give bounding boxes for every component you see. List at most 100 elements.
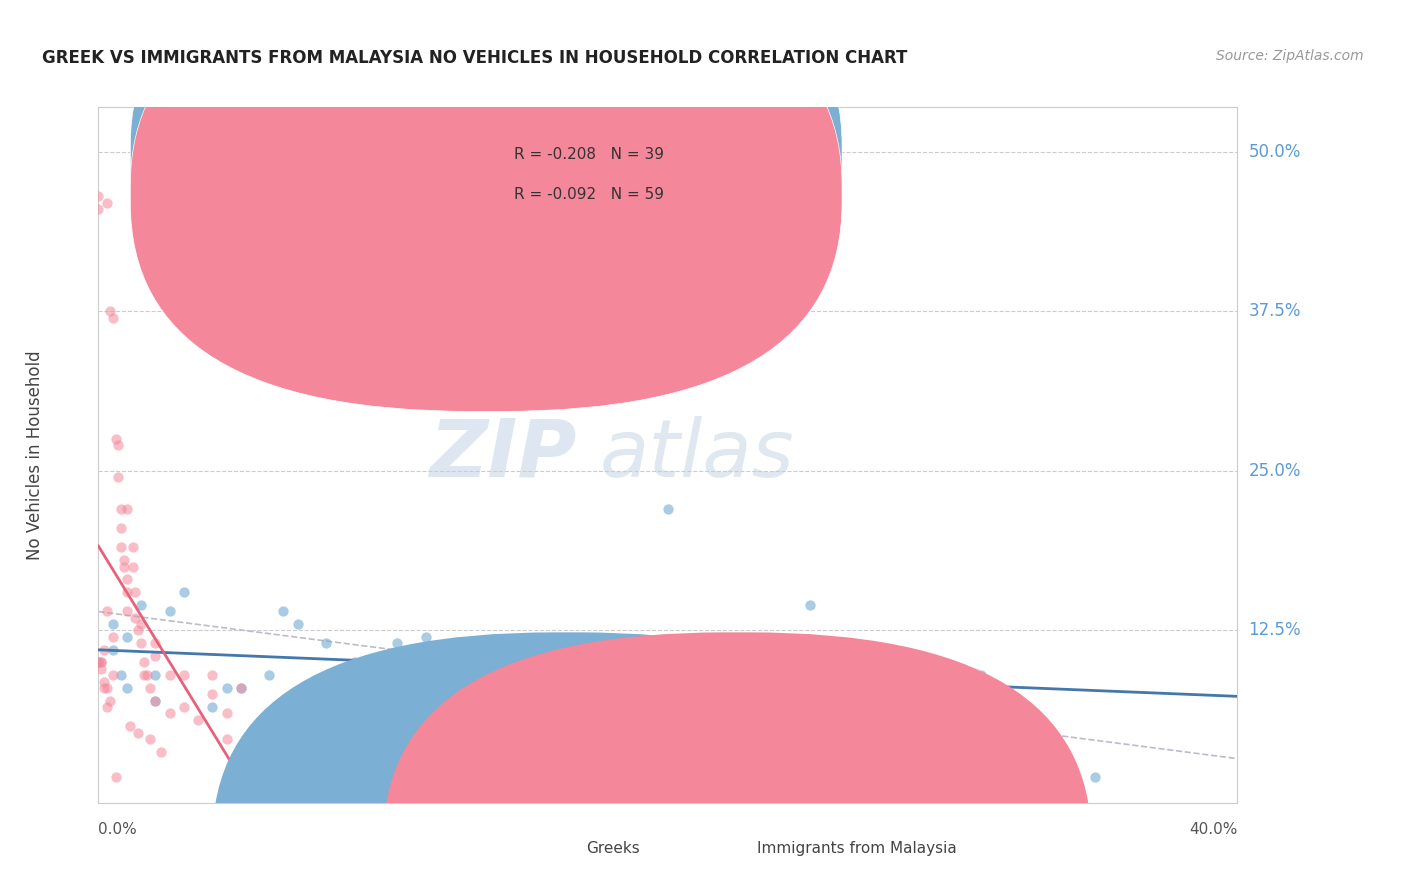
Point <box>150 745 173 759</box>
Point <box>127 624 149 638</box>
Point <box>145 694 167 708</box>
Point <box>201 687 224 701</box>
Point <box>135 668 157 682</box>
Point <box>373 681 395 695</box>
Point <box>96 604 118 618</box>
Point <box>138 731 160 746</box>
FancyBboxPatch shape <box>131 0 842 372</box>
Point <box>315 636 337 650</box>
Point <box>115 630 138 644</box>
Point <box>585 719 607 733</box>
FancyBboxPatch shape <box>384 632 1091 892</box>
Point <box>107 470 129 484</box>
Text: atlas: atlas <box>599 416 794 494</box>
Point <box>110 502 132 516</box>
Point <box>429 668 451 682</box>
Point <box>401 681 423 695</box>
Point <box>118 719 141 733</box>
Point <box>132 668 155 682</box>
Point <box>173 668 195 682</box>
Point <box>259 668 281 682</box>
Text: Greeks: Greeks <box>586 840 640 855</box>
Point <box>101 630 124 644</box>
Point <box>343 656 366 670</box>
Point <box>115 573 138 587</box>
Point <box>112 559 135 574</box>
Point <box>714 674 737 689</box>
Point <box>799 598 821 612</box>
Text: 0.0%: 0.0% <box>98 822 138 837</box>
Point <box>129 636 152 650</box>
Point <box>600 731 623 746</box>
FancyBboxPatch shape <box>131 0 842 411</box>
Point <box>127 725 149 739</box>
Point <box>159 604 181 618</box>
Text: R = -0.092   N = 59: R = -0.092 N = 59 <box>515 186 664 202</box>
Point <box>215 706 238 721</box>
Point <box>121 559 143 574</box>
Point <box>129 617 152 632</box>
Point <box>215 681 238 695</box>
Point <box>457 656 479 670</box>
Point <box>415 630 437 644</box>
Text: No Vehicles in Household: No Vehicles in Household <box>27 350 44 560</box>
Point <box>93 674 115 689</box>
Point <box>93 642 115 657</box>
Point <box>132 656 155 670</box>
Point <box>229 681 252 695</box>
Point <box>357 674 380 689</box>
Point <box>101 617 124 632</box>
Point <box>145 648 167 663</box>
Point <box>173 585 195 599</box>
Point <box>159 706 181 721</box>
Point <box>101 642 124 657</box>
Point <box>145 694 167 708</box>
Point <box>215 731 238 746</box>
Point <box>1084 770 1107 784</box>
FancyBboxPatch shape <box>440 121 804 232</box>
Point <box>714 636 737 650</box>
Point <box>657 502 679 516</box>
Point <box>90 662 112 676</box>
Point <box>201 700 224 714</box>
Point <box>173 700 195 714</box>
Point <box>87 656 110 670</box>
Point <box>98 304 121 318</box>
Point <box>104 770 127 784</box>
Text: ZIP: ZIP <box>429 416 576 494</box>
Point <box>87 656 110 670</box>
Point <box>115 502 138 516</box>
Point <box>121 541 143 555</box>
Point <box>87 202 110 216</box>
Text: 37.5%: 37.5% <box>1249 302 1301 320</box>
Point <box>159 668 181 682</box>
Point <box>970 668 993 682</box>
Point <box>96 195 118 210</box>
Point <box>387 636 409 650</box>
Point <box>87 189 110 203</box>
Point <box>129 598 152 612</box>
Point <box>515 656 537 670</box>
Point <box>101 310 124 325</box>
Point <box>187 713 209 727</box>
Point <box>110 541 132 555</box>
Point <box>107 438 129 452</box>
Point <box>543 662 565 676</box>
Point <box>138 681 160 695</box>
Text: Source: ZipAtlas.com: Source: ZipAtlas.com <box>1216 49 1364 63</box>
Text: 50.0%: 50.0% <box>1249 143 1301 161</box>
Point <box>287 617 309 632</box>
Point <box>96 700 118 714</box>
Point <box>124 585 146 599</box>
Point <box>571 706 593 721</box>
Point <box>201 668 224 682</box>
Point <box>98 694 121 708</box>
Point <box>110 668 132 682</box>
Point <box>145 636 167 650</box>
Text: 12.5%: 12.5% <box>1249 622 1301 640</box>
Point <box>115 585 138 599</box>
Text: 25.0%: 25.0% <box>1249 462 1301 480</box>
Point <box>90 656 112 670</box>
Text: 40.0%: 40.0% <box>1189 822 1237 837</box>
Point <box>115 604 138 618</box>
